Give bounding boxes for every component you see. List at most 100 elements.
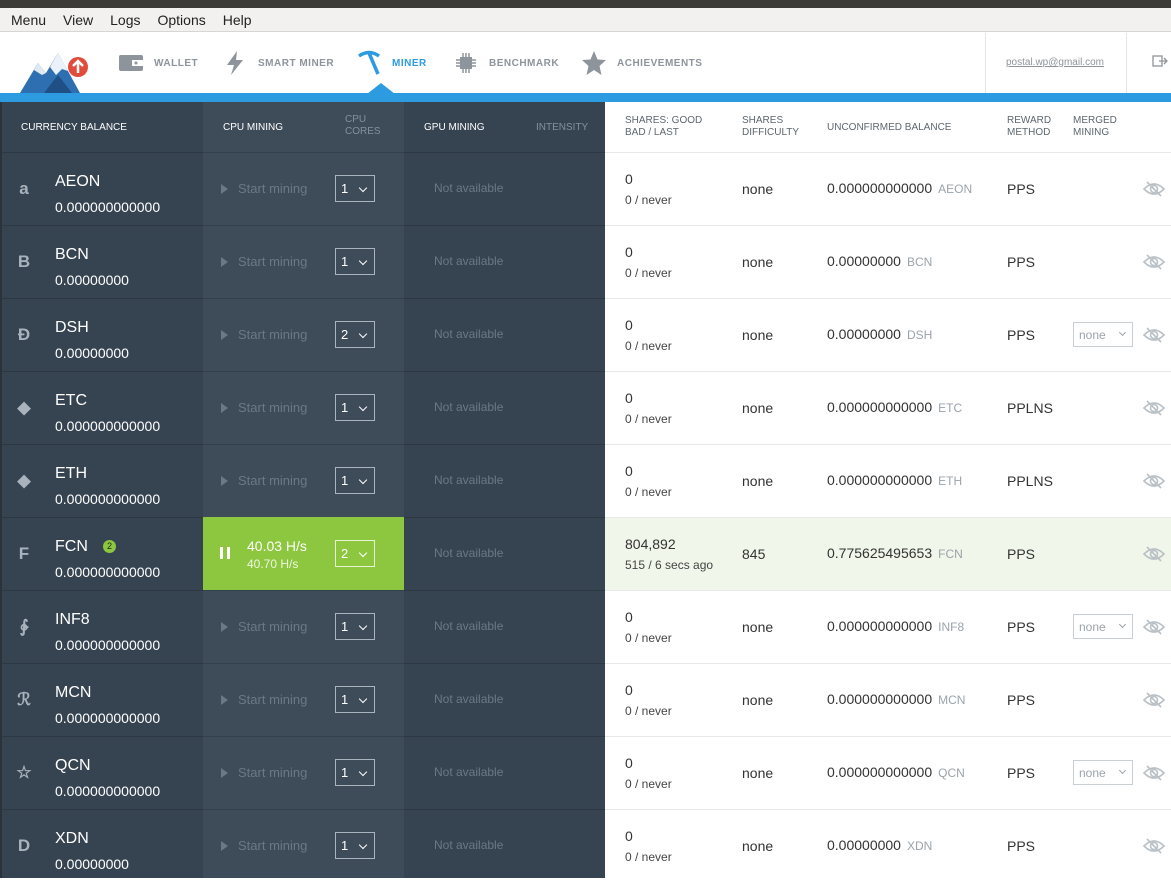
info-cell: 0 0 / never none 0.00000000 DSH PPS none — [605, 298, 1171, 371]
start-mining-label: Start mining — [238, 692, 308, 707]
gpu-mining-cell: Not available — [404, 809, 605, 882]
cpu-cores-select[interactable]: 1 — [335, 467, 375, 494]
eye-hidden-icon[interactable] — [1142, 471, 1166, 491]
balance-cell: a AEON 0.000000000000 — [2, 152, 203, 225]
start-mining-button[interactable]: Start mining — [221, 327, 307, 342]
wallet-icon — [118, 50, 144, 76]
chip-icon — [453, 50, 479, 76]
eye-hidden-icon[interactable] — [1142, 398, 1166, 418]
cpu-cores-select[interactable]: 1 — [335, 832, 375, 859]
start-mining-label: Start mining — [238, 254, 308, 269]
cpu-cores-value: 2 — [341, 327, 349, 342]
menu-help[interactable]: Help — [222, 11, 252, 28]
reward-method: PPS — [1007, 546, 1036, 562]
shares-difficulty: none — [742, 692, 774, 708]
start-mining-button[interactable]: Start mining — [221, 619, 307, 634]
account-email-link[interactable]: postal.wp@gmail.com — [1006, 57, 1104, 68]
cpu-cores-select[interactable]: 2 — [335, 540, 375, 567]
eye-hidden-icon[interactable] — [1142, 763, 1166, 783]
nav-achievements[interactable]: ACHIEVEMENTS — [581, 33, 702, 93]
unconfirmed-currency: QCN — [938, 766, 965, 780]
info-cell: 804,892 515 / 6 secs ago 845 0.775625495… — [605, 517, 1171, 590]
gpu-status: Not available — [434, 473, 504, 487]
cpu-mining-cell: Start mining 1 — [203, 371, 404, 444]
cpu-mining-cell: Start mining 1 — [203, 736, 404, 809]
cpu-cores-select[interactable]: 1 — [335, 394, 375, 421]
unconfirmed-balance: 0.00000000 BCN — [827, 253, 932, 269]
nav-label: ACHIEVEMENTS — [617, 57, 703, 69]
eye-hidden-icon[interactable] — [1142, 252, 1166, 272]
shares-difficulty: none — [742, 765, 774, 781]
gpu-status: Not available — [434, 546, 504, 560]
shares-good: 0 — [625, 317, 633, 333]
cpu-mining-cell: Start mining 2 — [203, 298, 404, 371]
cpu-cores-select[interactable]: 1 — [335, 248, 375, 275]
merged-mining-select[interactable]: none — [1073, 614, 1133, 639]
eye-hidden-icon[interactable] — [1142, 836, 1166, 856]
menu-view[interactable]: View — [63, 11, 94, 28]
cpu-cores-select[interactable]: 1 — [335, 686, 375, 713]
start-mining-label: Start mining — [238, 838, 308, 853]
eye-hidden-icon[interactable] — [1142, 690, 1166, 710]
cpu-cores-value: 1 — [341, 254, 349, 269]
currency-row-eth: ◆ ETH 0.000000000000 Start mining 1 Not … — [0, 444, 1171, 517]
shares-bad-last: 0 / never — [625, 631, 672, 645]
currency-code: XDN — [55, 830, 89, 847]
cpu-cores-select[interactable]: 1 — [335, 759, 375, 786]
nav-wallet[interactable]: WALLET — [118, 33, 198, 93]
shares-difficulty: none — [742, 400, 774, 416]
cpu-cores-value: 1 — [341, 181, 349, 196]
menu-menu[interactable]: Menu — [11, 11, 47, 28]
eye-hidden-icon[interactable] — [1142, 325, 1166, 345]
merged-mining-select[interactable]: none — [1073, 760, 1133, 785]
chevron-down-icon — [1118, 766, 1127, 775]
eye-hidden-icon[interactable] — [1142, 544, 1166, 564]
gpu-status: Not available — [434, 619, 504, 633]
start-mining-button[interactable]: Start mining — [221, 692, 307, 707]
start-mining-label: Start mining — [238, 327, 308, 342]
unconfirmed-currency: XDN — [906, 839, 933, 853]
unconfirmed-currency: BCN — [906, 255, 933, 269]
gpu-mining-cell: Not available — [404, 225, 605, 298]
nav-smart-miner[interactable]: SMART MINER — [222, 33, 334, 93]
gpu-column — [404, 102, 605, 878]
currency-code: INF8 — [55, 611, 90, 628]
play-icon — [221, 183, 228, 194]
unconfirmed-amount: 0.00000000 — [827, 837, 901, 853]
merged-mining-select[interactable]: none — [1073, 322, 1133, 347]
start-mining-button[interactable]: Start mining — [221, 181, 307, 196]
header-gpu-mining: GPU MINING — [424, 122, 485, 133]
unconfirmed-balance: 0.00000000 DSH — [827, 326, 932, 342]
unconfirmed-currency: INF8 — [938, 620, 965, 634]
cpu-mining-cell: Start mining 1 — [203, 809, 404, 882]
cpu-cores-select[interactable]: 1 — [335, 613, 375, 640]
start-mining-button[interactable]: Start mining — [221, 838, 307, 853]
nav-miner[interactable]: MINER — [356, 33, 427, 93]
start-mining-label: Start mining — [238, 473, 308, 488]
eye-hidden-icon[interactable] — [1142, 617, 1166, 637]
start-mining-button[interactable]: Start mining — [221, 765, 307, 780]
eye-hidden-icon[interactable] — [1142, 179, 1166, 199]
menu-logs[interactable]: Logs — [110, 11, 141, 28]
currency-balance: 0.00000000 — [55, 345, 129, 361]
menu-options[interactable]: Options — [157, 11, 206, 28]
currency-code: QCN — [55, 757, 91, 774]
header-reward: REWARD METHOD — [1007, 115, 1052, 138]
start-mining-button[interactable]: Start mining — [221, 400, 307, 415]
shares-good: 804,892 — [625, 536, 676, 552]
logout-icon[interactable] — [1152, 53, 1168, 69]
reward-method: PPS — [1007, 327, 1036, 343]
info-cell: 0 0 / never none 0.00000000 XDN PPS — [605, 809, 1171, 882]
start-mining-button[interactable]: Start mining — [221, 254, 307, 269]
cpu-cores-select[interactable]: 1 — [335, 175, 375, 202]
pause-mining-button[interactable] — [220, 547, 230, 559]
currency-code: BCN — [55, 246, 89, 263]
gpu-mining-cell: Not available — [404, 663, 605, 736]
mcn-coin-icon: ℛ — [17, 690, 31, 709]
currency-code: MCN — [55, 684, 92, 701]
cpu-cores-select[interactable]: 2 — [335, 321, 375, 348]
nav-benchmark[interactable]: BENCHMARK — [453, 33, 559, 93]
cpu-cores-value: 1 — [341, 765, 349, 780]
currency-row-mcn: ℛ MCN 0.000000000000 Start mining 1 Not … — [0, 663, 1171, 736]
start-mining-button[interactable]: Start mining — [221, 473, 307, 488]
